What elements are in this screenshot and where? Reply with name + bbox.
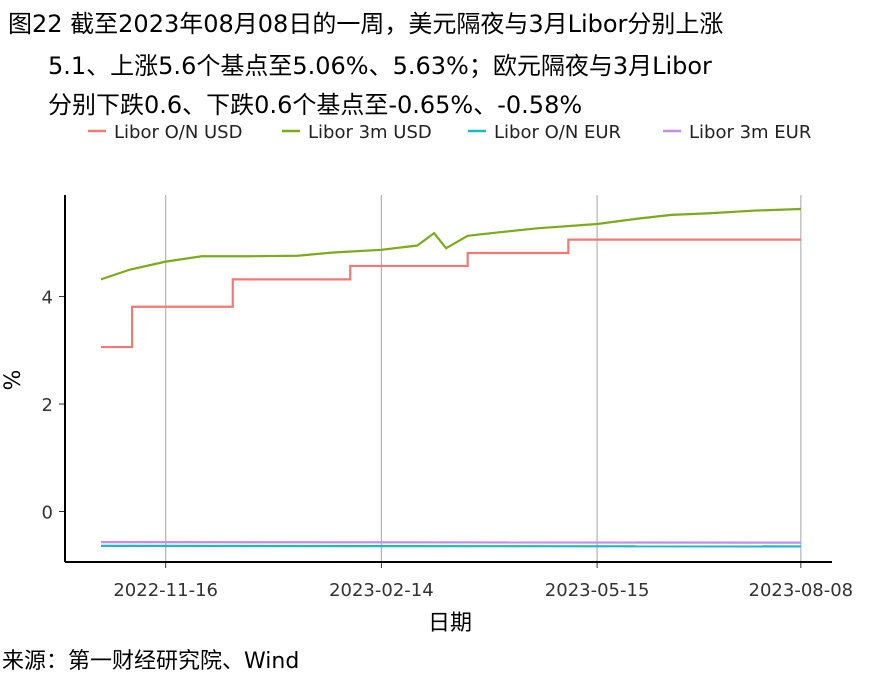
- x-tick-label: 2023-08-08: [749, 580, 854, 601]
- legend-label: Libor O/N USD: [114, 122, 242, 143]
- x-axis-label: 日期: [428, 611, 472, 636]
- series-line: [100, 238, 801, 349]
- x-tick-label: 2022-11-16: [113, 580, 218, 601]
- chart-title: 分别下跌0.6、下跌0.6个基点至-0.65%、-0.58%: [48, 91, 582, 119]
- y-axis-label: %: [1, 370, 26, 391]
- series-line: [100, 207, 801, 281]
- y-tick-label: 0: [42, 502, 53, 523]
- x-tick-label: 2023-05-15: [545, 580, 650, 601]
- x-tick-label: 2023-02-14: [329, 580, 434, 601]
- y-tick-label: 4: [42, 288, 53, 309]
- y-tick-label: 2: [42, 395, 53, 416]
- series-line: [100, 544, 801, 548]
- series-line: [100, 541, 801, 544]
- legend-label: Libor 3m USD: [308, 122, 432, 143]
- legend-label: Libor 3m EUR: [689, 122, 811, 143]
- chart-title: 图22 截至2023年08月08日的一周，美元隔夜与3月Libor分别上涨: [8, 10, 723, 38]
- legend-label: Libor O/N EUR: [494, 122, 621, 143]
- source: 来源：第一财经研究院、Wind: [2, 649, 299, 674]
- chart-title: 5.1、上涨5.6个基点至5.06%、5.63%；欧元隔夜与3月Libor: [48, 52, 712, 80]
